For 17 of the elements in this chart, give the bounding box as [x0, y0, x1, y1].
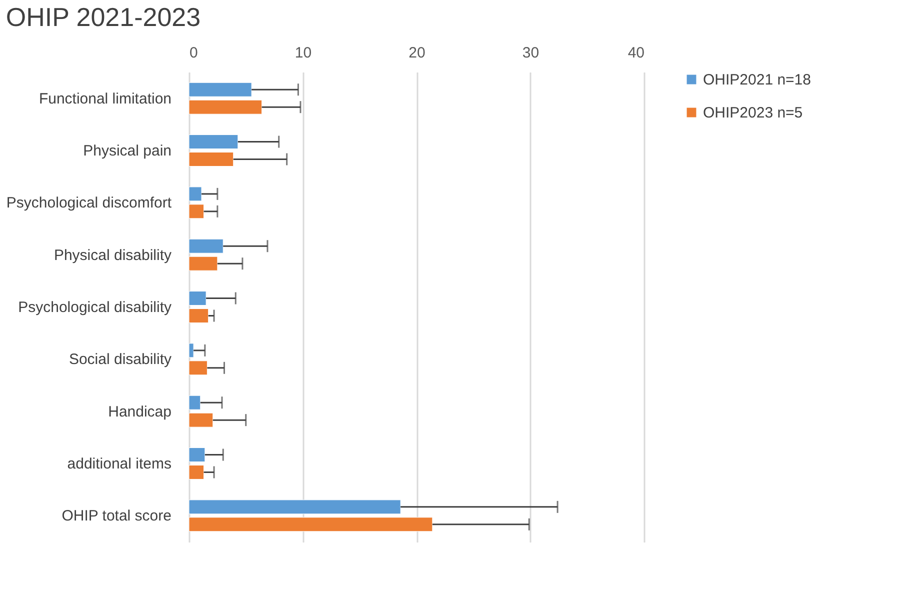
x-tick-label: 20 — [408, 44, 426, 62]
x-tick-label: 0 — [190, 44, 198, 62]
x-tick-label: 40 — [628, 44, 644, 62]
y-tick-label: Social disability — [68, 351, 172, 368]
legend-label: OHIP2023 n=5 — [703, 104, 803, 122]
y-tick-label: additional items — [67, 455, 172, 472]
y-tick-label: OHIP total score — [62, 508, 172, 525]
y-tick-label: Physical pain — [83, 142, 172, 160]
y-tick-label: Psychological discomfort — [6, 194, 172, 212]
y-tick-label: Psychological disability — [18, 299, 172, 316]
y-tick-label: Physical disability — [54, 246, 172, 264]
x-tick-label: 30 — [522, 44, 540, 62]
x-tick-label: 10 — [294, 44, 312, 62]
y-tick-label: Functional limitation — [38, 90, 172, 108]
chart-title: OHIP 2021-2023 — [6, 2, 201, 32]
legend-label: OHIP2021 n=18 — [703, 72, 811, 88]
y-tick-label: Handicap — [108, 403, 172, 420]
